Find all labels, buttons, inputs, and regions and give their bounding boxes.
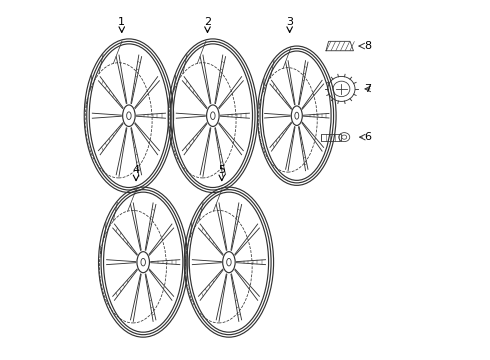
Text: 8: 8 — [364, 41, 371, 51]
Text: 5: 5 — [218, 165, 225, 175]
Text: 1: 1 — [118, 17, 125, 27]
Bar — [321, 134, 341, 141]
Text: 3: 3 — [286, 17, 293, 27]
Text: 6: 6 — [364, 132, 371, 142]
Text: 7: 7 — [364, 84, 371, 94]
Text: 4: 4 — [132, 165, 140, 175]
Text: 2: 2 — [204, 17, 211, 27]
